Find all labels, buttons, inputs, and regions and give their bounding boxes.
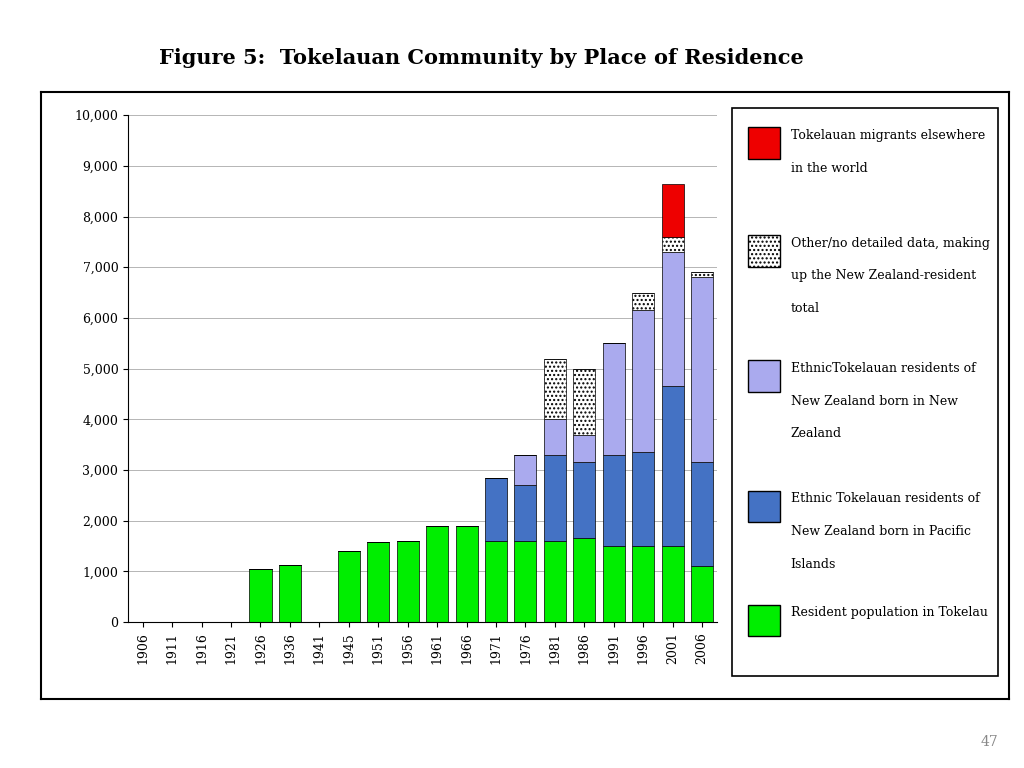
Bar (544, 359, 566, 419)
Bar (749, 360, 780, 392)
Bar (749, 235, 780, 266)
Bar (573, 369, 595, 435)
Bar (749, 492, 780, 522)
Bar (603, 546, 625, 622)
Bar (662, 386, 684, 546)
Bar (662, 184, 684, 237)
Bar (691, 273, 713, 277)
Bar (603, 343, 625, 455)
Bar (485, 541, 507, 622)
Bar (514, 485, 537, 541)
Bar (396, 541, 419, 622)
Bar (573, 538, 595, 622)
Text: New Zealand born in New: New Zealand born in New (791, 395, 957, 408)
Text: Figure 5:  Tokelauan Community by Place of Residence: Figure 5: Tokelauan Community by Place o… (159, 48, 804, 68)
Text: Islands: Islands (791, 558, 837, 571)
Text: Ethnic Tokelauan residents of: Ethnic Tokelauan residents of (791, 492, 980, 505)
Bar (691, 277, 713, 462)
Bar (749, 605, 780, 636)
Text: Tokelauan migrants elsewhere: Tokelauan migrants elsewhere (791, 128, 985, 141)
Bar (573, 462, 595, 538)
Bar (749, 127, 780, 159)
Bar (456, 526, 477, 622)
Bar (603, 455, 625, 546)
Text: Zealand: Zealand (791, 428, 842, 441)
Text: Other/no detailed data, making: Other/no detailed data, making (791, 237, 990, 250)
Bar (662, 237, 684, 252)
Bar (573, 435, 595, 462)
Bar (544, 455, 566, 541)
Text: Resident population in Tokelau: Resident population in Tokelau (791, 606, 987, 619)
Text: 47: 47 (981, 735, 998, 749)
Text: EthnicTokelauan residents of: EthnicTokelauan residents of (791, 362, 976, 375)
Bar (514, 541, 537, 622)
Bar (250, 569, 271, 622)
Bar (426, 526, 449, 622)
Text: up the New Zealand-resident: up the New Zealand-resident (791, 270, 976, 283)
Bar (514, 455, 537, 485)
Bar (338, 551, 359, 622)
Bar (632, 452, 654, 546)
Bar (544, 541, 566, 622)
Bar (485, 478, 507, 541)
Bar (368, 542, 389, 622)
Bar (632, 310, 654, 452)
Text: in the world: in the world (791, 161, 867, 174)
Bar (691, 566, 713, 622)
Bar (632, 293, 654, 310)
Bar (544, 419, 566, 455)
Text: total: total (791, 303, 820, 316)
Bar (662, 252, 684, 386)
Text: New Zealand born in Pacific: New Zealand born in Pacific (791, 525, 971, 538)
Bar (662, 546, 684, 622)
Bar (632, 546, 654, 622)
Bar (279, 564, 301, 622)
Bar (691, 462, 713, 566)
